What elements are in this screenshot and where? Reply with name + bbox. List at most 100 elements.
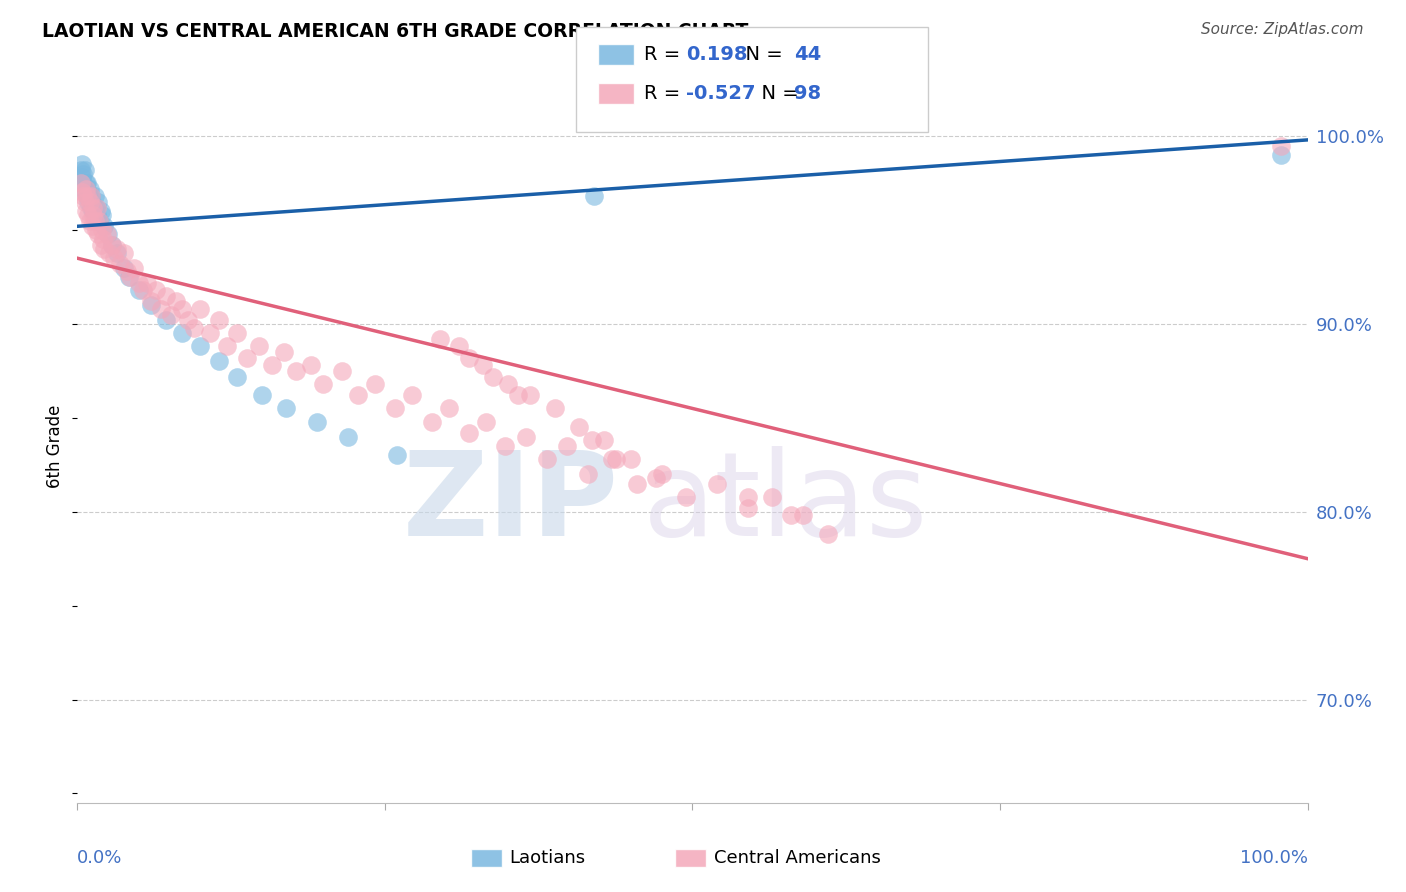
Point — [583, 189, 606, 203]
Point — [170, 326, 193, 341]
Point — [131, 283, 153, 297]
Point — [429, 332, 451, 346]
Text: 100.0%: 100.0% — [1240, 849, 1308, 867]
Point — [208, 354, 231, 368]
Point — [77, 208, 100, 222]
Point — [576, 467, 599, 482]
Point — [420, 415, 443, 429]
Point — [73, 163, 96, 178]
Point — [177, 313, 200, 327]
Point — [536, 452, 558, 467]
Point — [401, 388, 423, 402]
Point — [83, 189, 105, 203]
Point — [620, 452, 643, 467]
Point — [76, 176, 98, 190]
Point — [226, 326, 249, 341]
Point — [87, 227, 110, 241]
Point — [208, 313, 231, 327]
Point — [605, 452, 627, 467]
Point — [568, 420, 591, 434]
Point — [276, 401, 298, 416]
Point — [150, 301, 173, 316]
Text: R =: R = — [644, 45, 686, 64]
Point — [145, 283, 167, 297]
Point — [87, 194, 110, 209]
Point — [249, 339, 271, 353]
Point — [70, 163, 93, 178]
Point — [737, 500, 759, 515]
Point — [515, 429, 537, 443]
Point — [103, 251, 125, 265]
Point — [110, 257, 132, 271]
Point — [128, 283, 150, 297]
Point — [83, 213, 105, 227]
Text: N =: N = — [749, 84, 806, 103]
Point — [644, 471, 666, 485]
Point — [79, 182, 101, 196]
Point — [495, 439, 517, 453]
Text: atlas: atlas — [644, 446, 928, 560]
Point — [496, 377, 519, 392]
Point — [122, 260, 145, 275]
Point — [475, 415, 498, 429]
Point — [75, 182, 97, 196]
Point — [72, 167, 94, 181]
Point — [86, 208, 108, 222]
Point — [75, 204, 97, 219]
Point — [80, 201, 103, 215]
Point — [79, 213, 101, 227]
Point — [200, 326, 222, 341]
Point — [75, 176, 97, 190]
Text: LAOTIAN VS CENTRAL AMERICAN 6TH GRADE CORRELATION CHART: LAOTIAN VS CENTRAL AMERICAN 6TH GRADE CO… — [42, 22, 748, 41]
Point — [112, 245, 135, 260]
Text: 44: 44 — [794, 45, 821, 64]
Point — [761, 490, 783, 504]
Point — [93, 242, 115, 256]
Point — [482, 369, 505, 384]
Point — [817, 527, 839, 541]
Point — [285, 364, 308, 378]
Point — [120, 270, 142, 285]
Point — [76, 189, 98, 203]
Point — [780, 508, 803, 523]
Point — [651, 467, 673, 482]
Point — [190, 339, 212, 353]
Point — [387, 449, 409, 463]
Point — [675, 490, 697, 504]
Point — [70, 170, 93, 185]
Point — [82, 194, 104, 209]
Point — [98, 245, 121, 260]
Point — [626, 476, 648, 491]
Point — [80, 189, 103, 203]
Point — [90, 208, 114, 222]
Point — [457, 425, 479, 440]
Point — [299, 358, 322, 372]
Point — [260, 358, 283, 372]
Point — [73, 194, 96, 209]
Point — [250, 388, 273, 402]
Point — [183, 320, 205, 334]
Point — [70, 176, 93, 190]
Text: 98: 98 — [794, 84, 821, 103]
Point — [90, 223, 114, 237]
Point — [160, 308, 183, 322]
Point — [364, 377, 387, 392]
Point — [1270, 138, 1292, 153]
Text: ZIP: ZIP — [402, 446, 619, 560]
Text: Central Americans: Central Americans — [714, 849, 882, 867]
Text: -0.527: -0.527 — [686, 84, 755, 103]
Point — [165, 294, 187, 309]
Text: 0.0%: 0.0% — [77, 849, 122, 867]
Text: Source: ZipAtlas.com: Source: ZipAtlas.com — [1201, 22, 1364, 37]
Text: R =: R = — [644, 84, 686, 103]
Point — [593, 434, 616, 448]
Point — [519, 388, 541, 402]
Point — [93, 219, 115, 234]
Point — [70, 157, 93, 171]
Point — [79, 194, 101, 209]
Text: Laotians: Laotians — [509, 849, 585, 867]
Point — [544, 401, 567, 416]
Point — [90, 204, 112, 219]
Point — [73, 186, 96, 200]
Point — [190, 301, 212, 316]
